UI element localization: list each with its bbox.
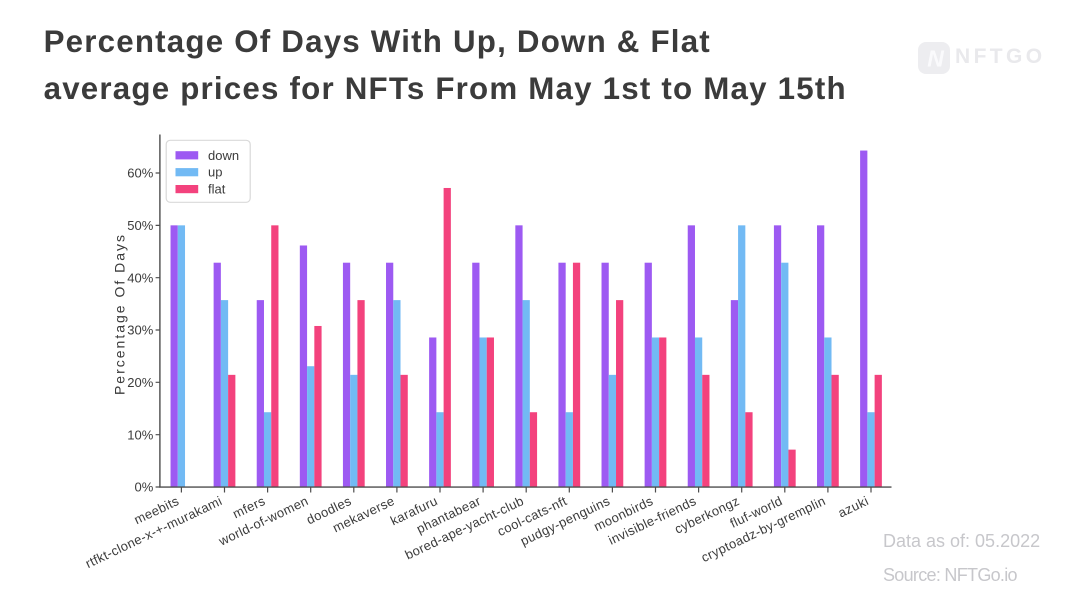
svg-text:down: down: [208, 148, 239, 163]
svg-text:up: up: [208, 165, 222, 180]
svg-text:60%: 60%: [127, 166, 153, 181]
svg-text:20%: 20%: [127, 375, 153, 390]
svg-text:flat: flat: [208, 182, 226, 197]
svg-text:N: N: [927, 46, 944, 72]
svg-text:azuki: azuki: [836, 493, 871, 520]
svg-text:30%: 30%: [127, 323, 153, 338]
svg-text:50%: 50%: [127, 218, 153, 233]
svg-text:10%: 10%: [127, 427, 153, 442]
svg-text:Percentage Of Days: Percentage Of Days: [112, 233, 128, 395]
svg-text:40%: 40%: [127, 270, 153, 285]
svg-text:0%: 0%: [135, 480, 154, 495]
